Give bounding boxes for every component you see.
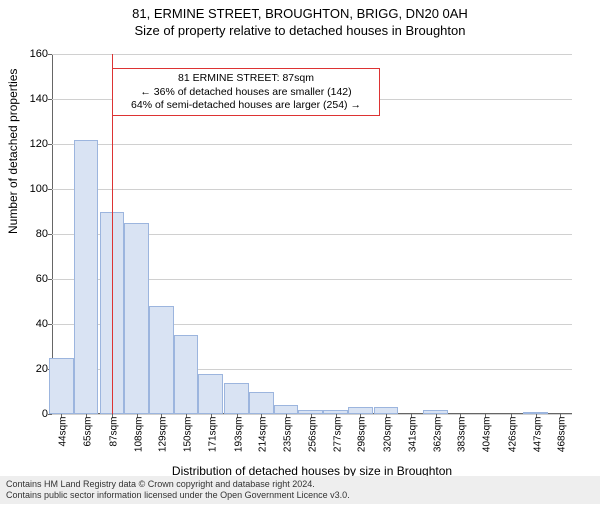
ytick-label: 0 xyxy=(18,408,48,420)
xtick-label: 214sqm xyxy=(258,417,269,467)
ytick-label: 20 xyxy=(18,363,48,375)
xtick-label: 108sqm xyxy=(133,417,144,467)
ytick-label: 120 xyxy=(18,138,48,150)
ytick-mark xyxy=(48,99,52,100)
histogram-bar xyxy=(124,223,149,414)
histogram-bar xyxy=(49,358,74,414)
ytick-mark xyxy=(48,324,52,325)
histogram-bar xyxy=(174,335,199,414)
ytick-mark xyxy=(48,234,52,235)
footer-line-2: Contains public sector information licen… xyxy=(6,490,594,501)
page-title-1: 81, ERMINE STREET, BROUGHTON, BRIGG, DN2… xyxy=(0,6,600,21)
xtick-label: 383sqm xyxy=(457,417,468,467)
xtick-label: 341sqm xyxy=(407,417,418,467)
page-title-2: Size of property relative to detached ho… xyxy=(0,23,600,38)
histogram-bar xyxy=(374,407,399,414)
xtick-label: 298sqm xyxy=(357,417,368,467)
histogram-bar xyxy=(274,405,299,414)
xtick-label: 277sqm xyxy=(332,417,343,467)
ytick-mark xyxy=(48,144,52,145)
xtick-label: 150sqm xyxy=(183,417,194,467)
xtick-label: 320sqm xyxy=(383,417,394,467)
annotation-line: 64% of semi-detached houses are larger (… xyxy=(119,99,373,112)
ytick-mark xyxy=(48,54,52,55)
annotation-line: 81 ERMINE STREET: 87sqm xyxy=(119,72,373,85)
xtick-label: 87sqm xyxy=(109,417,120,467)
xtick-label: 129sqm xyxy=(158,417,169,467)
xtick-label: 44sqm xyxy=(58,417,69,467)
histogram-bar xyxy=(249,392,274,415)
ytick-label: 40 xyxy=(18,318,48,330)
histogram-bar xyxy=(348,407,373,414)
grid-line xyxy=(52,144,572,145)
xtick-label: 447sqm xyxy=(532,417,543,467)
xtick-label: 426sqm xyxy=(507,417,518,467)
grid-line xyxy=(52,414,572,415)
ytick-label: 100 xyxy=(18,183,48,195)
ytick-label: 80 xyxy=(18,228,48,240)
xtick-label: 193sqm xyxy=(233,417,244,467)
ytick-label: 140 xyxy=(18,93,48,105)
histogram-bar xyxy=(224,383,249,415)
xtick-label: 65sqm xyxy=(83,417,94,467)
ytick-label: 160 xyxy=(18,48,48,60)
plot-region: 44sqm65sqm87sqm108sqm129sqm150sqm171sqm1… xyxy=(52,54,572,414)
ytick-mark xyxy=(48,279,52,280)
ytick-mark xyxy=(48,414,52,415)
grid-line xyxy=(52,189,572,190)
xtick-label: 171sqm xyxy=(207,417,218,467)
xtick-label: 468sqm xyxy=(557,417,568,467)
xtick-label: 404sqm xyxy=(481,417,492,467)
ytick-mark xyxy=(48,189,52,190)
annotation-box: 81 ERMINE STREET: 87sqm← 36% of detached… xyxy=(112,68,380,115)
xtick-label: 235sqm xyxy=(283,417,294,467)
histogram-bar xyxy=(149,306,174,414)
ytick-label: 60 xyxy=(18,273,48,285)
annotation-line: ← 36% of detached houses are smaller (14… xyxy=(119,86,373,99)
xtick-label: 362sqm xyxy=(432,417,443,467)
histogram-bar xyxy=(198,374,223,415)
chart-area: 44sqm65sqm87sqm108sqm129sqm150sqm171sqm1… xyxy=(52,54,572,414)
histogram-bar xyxy=(74,140,99,415)
xtick-label: 256sqm xyxy=(307,417,318,467)
footer-line-1: Contains HM Land Registry data © Crown c… xyxy=(6,479,594,490)
grid-line xyxy=(52,54,572,55)
